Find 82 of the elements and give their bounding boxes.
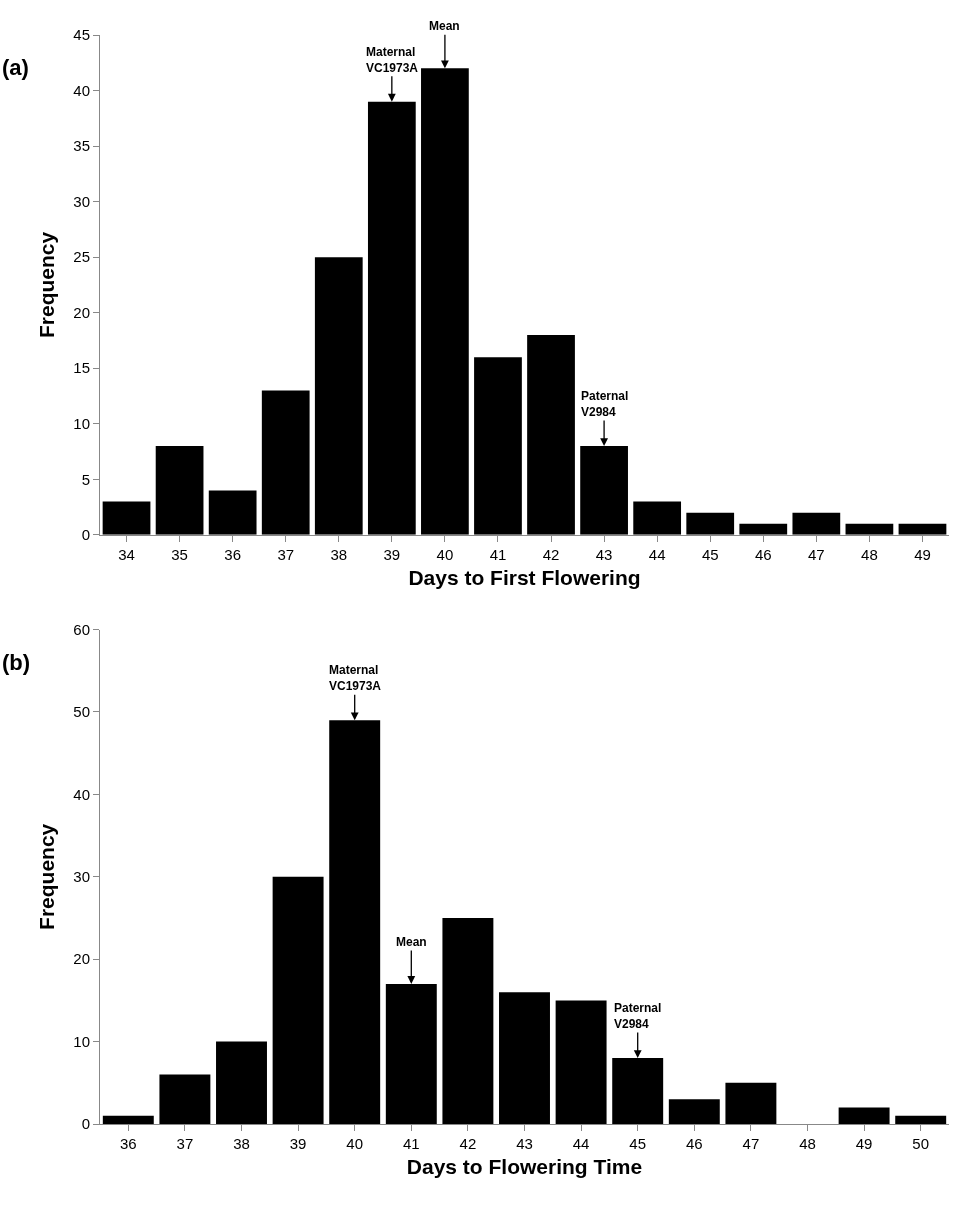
annotation: Mean <box>429 19 460 33</box>
y-tick-label: 0 <box>81 526 90 544</box>
bar <box>474 357 522 535</box>
y-tick-label: 25 <box>73 248 90 266</box>
y-tick-label: 50 <box>73 703 90 721</box>
y-tick-label: 15 <box>73 359 90 377</box>
bar <box>102 1115 154 1124</box>
x-tick-label: 37 <box>176 1135 194 1152</box>
bar <box>159 1074 211 1124</box>
y-tick-label: 40 <box>73 785 90 803</box>
bar <box>314 257 363 535</box>
x-tick-label: 41 <box>489 545 507 563</box>
y-tick-label: 5 <box>81 470 90 488</box>
x-tick-label: 50 <box>912 1135 930 1152</box>
bar <box>442 917 494 1124</box>
x-tick-label: 42 <box>542 545 560 563</box>
x-tick-label: 43 <box>595 545 613 563</box>
y-tick-label: 20 <box>73 950 90 968</box>
x-tick-label: 34 <box>118 545 135 563</box>
bar <box>633 501 682 535</box>
x-tick-label: 43 <box>516 1135 533 1152</box>
x-tick-label: 40 <box>346 1135 364 1152</box>
text: (a) <box>2 55 29 80</box>
bar <box>102 501 151 535</box>
bar <box>725 1082 777 1124</box>
annotation: Paternal V2984 <box>614 1001 662 1031</box>
y-tick-label: 45 <box>73 26 90 44</box>
x-tick-label: 39 <box>383 545 401 563</box>
bar <box>261 390 310 535</box>
y-tick-label: 30 <box>73 192 90 210</box>
x-axis-title: Days to Flowering Time <box>406 1155 643 1179</box>
x-tick-label: 44 <box>572 1135 590 1152</box>
annotation: Mean <box>396 935 427 949</box>
x-tick-label: 45 <box>701 545 719 563</box>
y-tick-label: 10 <box>73 1032 90 1050</box>
annotation: Paternal V2984 <box>581 389 629 419</box>
x-tick-label: 49 <box>914 545 931 563</box>
bar <box>155 445 204 535</box>
x-axis-title: Days to First Flowering <box>408 566 641 590</box>
bar <box>272 876 324 1124</box>
bar <box>555 1000 607 1124</box>
y-tick-label: 35 <box>73 137 90 155</box>
x-tick-label: 38 <box>233 1135 250 1152</box>
bar <box>686 512 735 535</box>
annotation: Maternal VC1973A <box>329 663 382 693</box>
x-tick-label: 35 <box>171 545 188 563</box>
y-tick-label: 20 <box>73 303 90 321</box>
y-axis-title: Frequency <box>35 823 59 930</box>
bar <box>838 1107 890 1124</box>
bar <box>668 1099 720 1124</box>
x-tick-label: 37 <box>277 545 295 563</box>
bar <box>895 1115 947 1124</box>
x-tick-label: 41 <box>402 1135 420 1152</box>
x-tick-label: 36 <box>119 1135 137 1152</box>
bar <box>527 334 575 535</box>
bar <box>792 512 841 535</box>
bar <box>499 992 550 1124</box>
x-tick-label: 42 <box>459 1135 477 1152</box>
y-tick-label: 10 <box>73 415 90 433</box>
text: (b) <box>2 650 31 675</box>
x-tick-label: 39 <box>289 1135 307 1152</box>
y-tick-label: 60 <box>73 620 90 638</box>
x-tick-label: 44 <box>648 545 666 563</box>
y-tick-label: 40 <box>73 81 90 99</box>
x-tick-label: 40 <box>436 545 454 563</box>
x-tick-label: 49 <box>855 1135 873 1152</box>
annotation: Maternal VC1973A <box>366 45 419 75</box>
x-tick-label: 45 <box>629 1135 647 1152</box>
bar <box>739 523 788 535</box>
x-tick-label: 38 <box>330 545 348 563</box>
x-tick-label: 46 <box>754 545 772 563</box>
x-tick-label: 46 <box>685 1135 703 1152</box>
bar <box>208 490 257 535</box>
x-tick-label: 36 <box>224 545 241 563</box>
y-tick-label: 30 <box>73 868 90 886</box>
bar <box>216 1041 267 1124</box>
x-tick-label: 48 <box>799 1135 816 1152</box>
y-axis-title: Frequency <box>35 231 59 339</box>
x-tick-label: 48 <box>861 545 878 563</box>
x-tick-label: 47 <box>808 545 825 563</box>
x-tick-label: 47 <box>742 1135 760 1152</box>
y-tick-label: 0 <box>81 1115 90 1133</box>
